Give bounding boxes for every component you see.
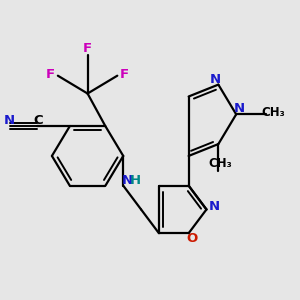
Text: H: H [130, 174, 141, 187]
Text: N: N [122, 174, 133, 187]
Text: F: F [83, 42, 92, 56]
Text: CH₃: CH₃ [262, 106, 285, 119]
Text: F: F [120, 68, 129, 81]
Text: CH₃: CH₃ [208, 157, 232, 170]
Text: N: N [234, 103, 245, 116]
Text: N: N [210, 73, 221, 86]
Text: C: C [34, 114, 44, 128]
Text: F: F [46, 68, 55, 81]
Text: N: N [3, 114, 14, 128]
Text: N: N [208, 200, 220, 213]
Text: O: O [186, 232, 197, 245]
